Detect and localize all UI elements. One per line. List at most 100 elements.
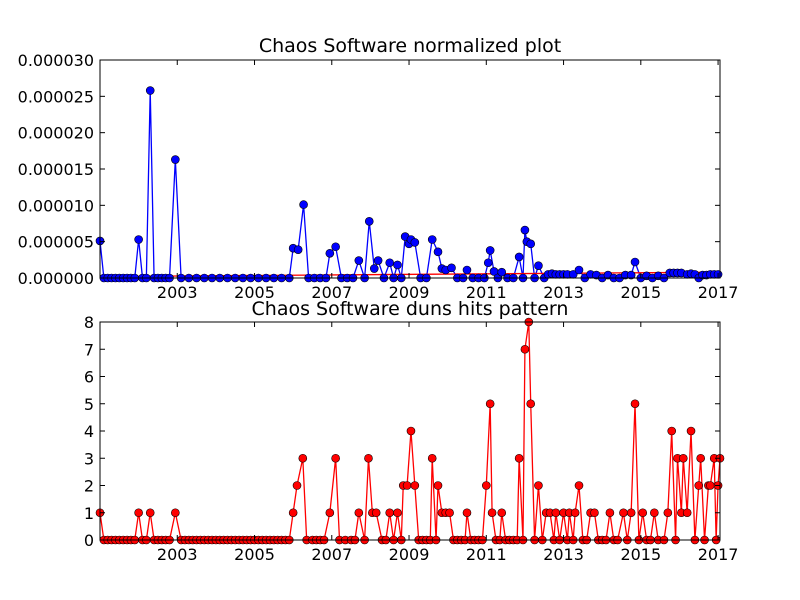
bottom-series-0-point bbox=[678, 453, 688, 463]
top-plot-axes: Chaos Software normalized plot 2003 2005 2… bbox=[18, 35, 739, 302]
bottom-x-tick-label: 2013 bbox=[543, 545, 584, 564]
top-series-0-point bbox=[410, 238, 420, 247]
bottom-plot-frame bbox=[99, 321, 721, 541]
top-x-tick-label: 2013 bbox=[543, 283, 584, 302]
top-x-tick-label: 2015 bbox=[620, 283, 661, 302]
top-series-0-point bbox=[331, 242, 340, 252]
top-series-0-point bbox=[325, 248, 335, 258]
bottom-series-0-point bbox=[526, 399, 536, 409]
bottom-series-0-point bbox=[534, 481, 543, 490]
top-y-tick-label: 0.000005 bbox=[18, 233, 94, 252]
top-series-0-point bbox=[526, 239, 536, 249]
top-series-0-point bbox=[393, 260, 402, 270]
top-series-0-point bbox=[433, 247, 443, 257]
bottom-series-0-point bbox=[433, 481, 443, 490]
bottom-series-0-point bbox=[574, 481, 584, 490]
top-y-tick-label: 0.000000 bbox=[18, 269, 94, 288]
top-series-0-point bbox=[299, 200, 308, 209]
bottom-y-tick-label: 1 bbox=[84, 504, 94, 523]
top-series-0-point bbox=[497, 267, 507, 277]
top-x-tick-label: 2003 bbox=[157, 283, 198, 302]
bottom-x-tick-label: 2005 bbox=[234, 545, 275, 564]
bottom-series-0-point bbox=[626, 508, 636, 518]
bottom-series-0-point bbox=[445, 508, 454, 518]
bottom-plot-axes: Chaos Software duns hits pattern 2003 200… bbox=[84, 298, 739, 564]
top-series-0-point bbox=[354, 256, 364, 265]
bottom-series-0-point bbox=[497, 508, 507, 518]
bottom-series-0-point bbox=[487, 508, 497, 518]
top-series-0-point bbox=[574, 265, 584, 275]
top-x-tick-label: 2007 bbox=[311, 283, 352, 302]
top-series-0-point bbox=[427, 235, 437, 244]
top-series-0-point bbox=[373, 256, 383, 265]
bottom-y-tick-label: 5 bbox=[84, 395, 94, 414]
top-y-tick-label: 0.000015 bbox=[18, 160, 94, 179]
bottom-y-tick-label: 3 bbox=[84, 449, 94, 468]
top-series-0-point bbox=[630, 257, 640, 267]
bottom-series-0-point bbox=[393, 508, 402, 518]
top-series-0-point bbox=[293, 245, 303, 254]
top-y-tick-label: 0.000030 bbox=[18, 51, 94, 70]
bottom-series-0-point bbox=[462, 508, 472, 518]
bottom-plot-ticks: 2003 2005 2007 2009 2011 2013 2015 2017 0 1 2 3 4 5 6 7… bbox=[84, 313, 739, 564]
bottom-x-tick-label: 2011 bbox=[466, 545, 507, 564]
top-x-tick-label: 2017 bbox=[698, 283, 739, 302]
bottom-x-tick-label: 2003 bbox=[157, 545, 198, 564]
bottom-series-0-point bbox=[630, 399, 640, 409]
bottom-series-0-point bbox=[134, 508, 143, 518]
top-x-tick-label: 2005 bbox=[234, 283, 275, 302]
top-series-0-point bbox=[447, 263, 456, 273]
bottom-series-0-point bbox=[292, 481, 302, 490]
top-y-tick-label: 0.000025 bbox=[18, 87, 94, 106]
bottom-series-0-point bbox=[551, 508, 561, 518]
top-series-0-point bbox=[514, 252, 524, 262]
top-series-0-point bbox=[483, 258, 493, 268]
bottom-x-tick-label: 2009 bbox=[389, 545, 430, 564]
top-series-0-point bbox=[364, 217, 374, 226]
top-series-0-point bbox=[534, 261, 543, 270]
bottom-series-0-point bbox=[481, 481, 491, 490]
bottom-series-0-point bbox=[331, 453, 340, 463]
bottom-series-0-point bbox=[638, 508, 648, 518]
bottom-series-0-point bbox=[694, 481, 704, 490]
bottom-series-0-point bbox=[171, 508, 180, 518]
bottom-series-0-point bbox=[696, 453, 705, 463]
top-series-0-point bbox=[485, 246, 495, 255]
bottom-series-0-point bbox=[402, 481, 412, 490]
top-series-0-point bbox=[462, 265, 472, 275]
top-y-tick-label: 0.000020 bbox=[18, 124, 94, 143]
bottom-x-tick-label: 2007 bbox=[311, 545, 352, 564]
bottom-series-0-point bbox=[663, 508, 673, 518]
bottom-y-tick-label: 8 bbox=[84, 313, 94, 332]
bottom-x-tick-label: 2017 bbox=[698, 545, 739, 564]
bottom-x-tick-label: 2015 bbox=[620, 545, 661, 564]
bottom-series-0-point bbox=[145, 508, 155, 518]
top-y-tick-label: 0.000010 bbox=[18, 196, 94, 215]
bottom-series-0-point bbox=[406, 426, 416, 436]
bottom-series-0-point bbox=[385, 508, 395, 518]
top-series-0-point bbox=[520, 225, 530, 235]
bottom-series-0-point bbox=[590, 508, 599, 518]
top-series-0-point bbox=[369, 264, 379, 273]
bottom-series-0-point bbox=[706, 481, 715, 490]
bottom-series-0-point bbox=[298, 453, 308, 463]
bottom-series-0-point bbox=[650, 508, 659, 518]
top-plot-ticks: 2003 2005 2007 2009 2011 2013 2015 2017 0.000000… bbox=[18, 51, 739, 302]
bottom-series-0-point bbox=[354, 508, 364, 518]
bottom-series-0-point bbox=[667, 426, 677, 436]
bottom-series-0-point bbox=[520, 344, 530, 354]
bottom-series-0-point bbox=[325, 508, 335, 518]
bottom-y-tick-label: 6 bbox=[84, 368, 94, 387]
bottom-series-0-point bbox=[410, 481, 420, 490]
bottom-y-tick-label: 4 bbox=[84, 422, 94, 441]
bottom-series-0-point bbox=[364, 453, 373, 463]
top-plot-title: Chaos Software normalized plot bbox=[259, 35, 561, 57]
bottom-series-0-point bbox=[427, 453, 437, 463]
bottom-series-0-point bbox=[570, 508, 580, 518]
bottom-series-0-point bbox=[288, 508, 298, 518]
top-plot-frame bbox=[99, 59, 721, 279]
bottom-series-0-point bbox=[605, 508, 615, 518]
bottom-series-0-point bbox=[686, 426, 696, 436]
